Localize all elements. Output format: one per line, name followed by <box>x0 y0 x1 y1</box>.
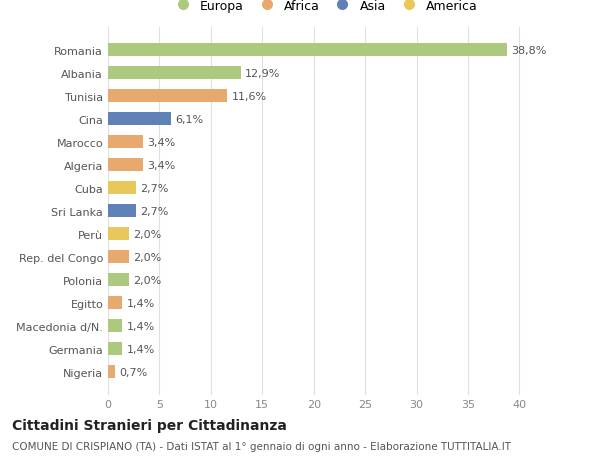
Bar <box>108 113 171 126</box>
Text: 1,4%: 1,4% <box>127 321 155 331</box>
Bar <box>108 182 136 195</box>
Bar <box>108 297 122 309</box>
Legend: Europa, Africa, Asia, America: Europa, Africa, Asia, America <box>165 0 483 17</box>
Text: 2,0%: 2,0% <box>133 229 161 239</box>
Bar <box>108 205 136 218</box>
Text: 2,0%: 2,0% <box>133 275 161 285</box>
Text: 6,1%: 6,1% <box>175 114 203 124</box>
Text: 12,9%: 12,9% <box>245 68 280 78</box>
Text: 2,7%: 2,7% <box>140 206 168 216</box>
Bar <box>108 90 227 103</box>
Bar <box>108 67 241 80</box>
Text: 11,6%: 11,6% <box>232 91 266 101</box>
Bar <box>108 44 507 57</box>
Text: 3,4%: 3,4% <box>147 137 175 147</box>
Text: 1,4%: 1,4% <box>127 344 155 354</box>
Bar <box>108 136 143 149</box>
Bar <box>108 251 128 263</box>
Bar <box>108 159 143 172</box>
Bar <box>108 319 122 332</box>
Bar <box>108 274 128 286</box>
Bar <box>108 365 115 378</box>
Text: 1,4%: 1,4% <box>127 298 155 308</box>
Text: 3,4%: 3,4% <box>147 160 175 170</box>
Text: 38,8%: 38,8% <box>511 45 547 56</box>
Bar <box>108 228 128 241</box>
Text: 2,0%: 2,0% <box>133 252 161 262</box>
Bar <box>108 342 122 355</box>
Text: 0,7%: 0,7% <box>119 367 148 377</box>
Text: COMUNE DI CRISPIANO (TA) - Dati ISTAT al 1° gennaio di ogni anno - Elaborazione : COMUNE DI CRISPIANO (TA) - Dati ISTAT al… <box>12 441 511 451</box>
Text: 2,7%: 2,7% <box>140 183 168 193</box>
Text: Cittadini Stranieri per Cittadinanza: Cittadini Stranieri per Cittadinanza <box>12 418 287 431</box>
